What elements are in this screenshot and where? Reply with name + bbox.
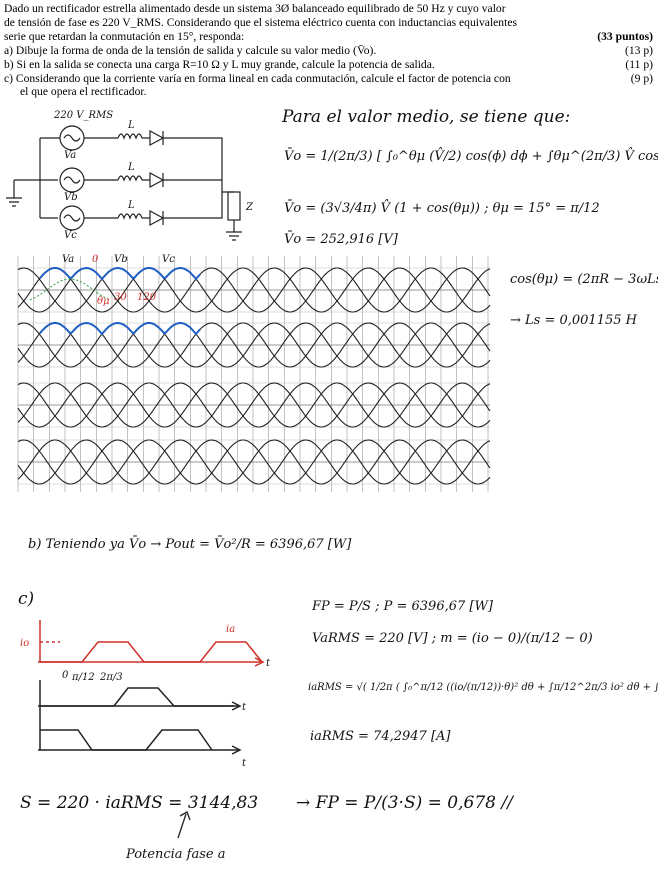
handwritten-equation: iaRMS = √( 1/2π ( ∫₀^π/12 ((io/(π/12))·θ… [308,682,658,693]
arrow [177,811,191,839]
question: c) Considerando que la corriente varía e… [4,72,511,85]
wire [163,137,223,219]
output-envelope [39,321,201,336]
plot-label: io [20,638,29,649]
handwritten-equation: → Ls = 0,001155 H [510,313,638,328]
plot-label: π/12 [71,672,95,683]
problem-line: de tensión de fase es 220 V_RMS. Conside… [4,16,517,29]
handwritten-equation: → FP = P/(3·S) = 0,678 // [296,793,515,813]
circuit-label: Vc [64,230,77,241]
plot-label: t [242,758,247,769]
question-points: (9 p) [631,72,653,85]
wave-label: Vc [162,254,175,265]
handwritten-equation: V̄o = (3√3/4π) V̂ (1 + cos(θμ)) ; θμ = 1… [284,199,600,216]
ground [222,191,242,241]
handwritten-equation: b) Teniendo ya V̄o → Pout = V̄o²/R = 639… [28,536,352,552]
circuit-label: L [127,200,135,211]
circuit-label: Vb [64,192,78,203]
commutation-curve [29,278,111,301]
wave-label: Vb [114,254,128,265]
current-wave [40,687,234,707]
circuit [6,125,242,241]
wire [39,137,60,219]
circuit-label: 220 V_RMS [53,110,113,121]
phase-wave [17,439,491,485]
handwritten-equation: FP = P/S ; P = 6396,67 [W] [311,599,494,614]
circuit-label: Z [245,202,254,213]
phase-wave [17,439,491,485]
axis-arrow [231,701,242,755]
circuit-label: L [127,162,135,173]
question: b) Si en la salida se conecta una carga … [4,58,435,71]
phase-wave [17,382,491,428]
current-wave [40,729,213,751]
problem-line: serie que retardan la conmutación en 15°… [4,30,244,43]
phase-wave [17,322,491,368]
section-label: c) [18,589,34,609]
question: el que opera el rectificador. [20,85,147,98]
handwritten-equation: VaRMS = 220 [V] ; m = (io − 0)/(π/12 − 0… [312,631,593,646]
inductor [117,133,143,220]
problem-points: (33 puntos) [597,30,653,43]
handwritten-note: Potencia fase a [125,847,225,862]
plot-label: ia [226,624,235,635]
handwritten-note: Para el valor medio, se tiene que: [281,107,570,127]
phase-wave [17,382,491,428]
plot-label: 0 [62,670,69,681]
wave-label: 30 [114,292,127,303]
circuit-label: L [127,120,135,131]
handwritten-equation: cos(θμ) = (2πR − 3ωLs)/(2πR + 3ωLs) [510,272,658,287]
phase-wave [17,267,491,313]
phase-wave [17,322,491,368]
plot-label: t [266,658,271,669]
problem-line: Dado un rectificador estrella alimentado… [4,2,506,15]
circuit-label: Va [64,150,76,161]
axis-arrow [254,657,265,667]
wave-label: θμ [97,296,110,307]
handwritten-equation: V̄o = 252,916 [V] [284,231,399,247]
plot-label: 2π/3 [99,672,123,683]
ground [6,179,40,207]
question: a) Dibuje la forma de onda de la tensión… [4,44,376,57]
wave-label: 120 [137,292,157,303]
wire [84,137,118,219]
question-points: (13 p) [625,44,653,57]
phase-wave [17,382,491,428]
waveform-plot [17,256,491,492]
wire [142,137,150,219]
phase-wave [17,439,491,485]
wave-label: Va [62,254,74,265]
handwritten-equation: iaRMS = 74,2947 [A] [310,729,451,744]
handwritten-equation: V̄o = 1/(2π/3) [ ∫₀^θμ (V̂/2) cos(ϕ) dϕ … [284,147,658,164]
output-envelope [39,266,201,281]
phase-wave [17,267,491,313]
plot-label: t [242,702,247,713]
current-wave [40,641,263,663]
wave-label: 0 [92,254,99,265]
handwritten-equation: S = 220 · iaRMS = 3144,83 [20,793,258,813]
current-plots [38,620,265,755]
question-points: (11 p) [625,58,653,71]
sine-symbol [63,134,81,222]
